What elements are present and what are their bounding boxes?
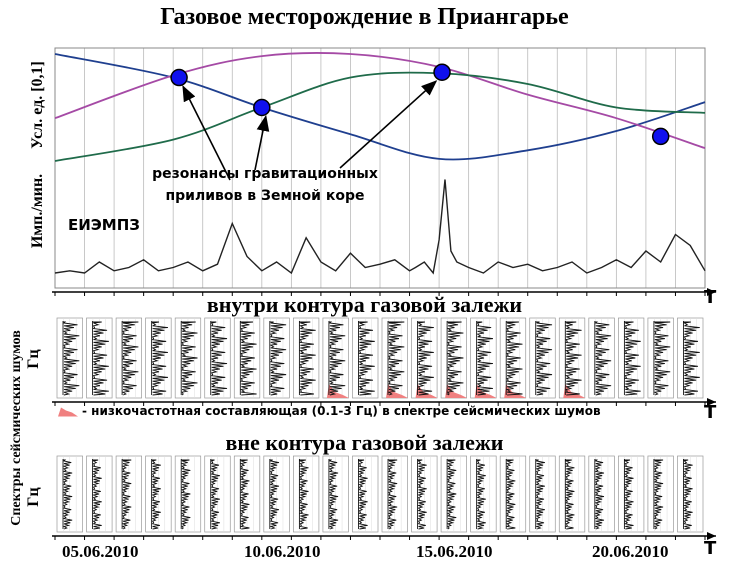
section-title-inside: внутри контура газовой залежи: [206, 292, 523, 317]
spectrum-trace: [653, 321, 671, 396]
spectrum-trace: [476, 321, 493, 396]
resonance-marker: [651, 127, 670, 146]
spectrum-trace: [180, 321, 198, 396]
time-axis-emi-arrowhead: [707, 288, 716, 296]
lowfreq-component: [445, 384, 468, 398]
emi-signal-line: [54, 179, 706, 275]
annotation-arrow: [254, 114, 270, 171]
date-label-4: 20.06.2010: [592, 542, 669, 561]
time-axis-outside-arrowhead: [707, 532, 716, 540]
spectrum-trace: [240, 321, 257, 396]
spectrum-trace: [328, 321, 346, 396]
spectrum-trace: [446, 321, 464, 396]
annotation-arrow: [182, 85, 231, 181]
spectrum-trace: [653, 459, 664, 530]
section-title-outside: вне контура газовой залежи: [225, 430, 504, 455]
legend-lowfreq-text: - низкочастотная составляющая (0.1-3 Гц)…: [82, 404, 601, 418]
y-axis-label-hz-outside: Гц: [25, 487, 42, 507]
date-label-1: 05.06.2010: [62, 542, 139, 561]
spectrum-trace: [121, 321, 139, 396]
time-axis-label-2: T: [704, 402, 717, 423]
spectrum-trace: [298, 459, 309, 530]
spectrum-trace: [682, 459, 693, 530]
spectrum-trace: [565, 321, 582, 396]
resonance-marker: [433, 63, 451, 81]
spectrum-trace: [505, 321, 523, 396]
spectrum-trace: [180, 459, 191, 530]
spectrum-trace: [623, 459, 634, 530]
spectrum-trace: [239, 459, 250, 530]
spectrum-trace: [269, 459, 280, 530]
spectrum-trace: [387, 321, 405, 396]
spectrum-trace: [535, 459, 545, 530]
spectrum-trace: [62, 459, 73, 530]
lowfreq-swatch: [58, 407, 78, 417]
time-axis-label-3: T: [704, 538, 717, 559]
spectrum-trace: [594, 459, 605, 530]
spectrum-trace: [683, 321, 700, 396]
spectrum-trace: [357, 459, 368, 530]
spectrum-trace: [446, 459, 457, 530]
y-axis-label-hz-inside: Гц: [25, 349, 42, 369]
tidal-series-green: [54, 71, 706, 162]
resonance-annotation: резонансы гравитационных приливов в Земн…: [140, 163, 390, 207]
spectrum-trace: [92, 459, 102, 530]
spectrum-trace: [535, 321, 553, 396]
date-label-2: 10.06.2010: [244, 542, 321, 561]
y-axis-label-emi: Имп./мин.: [29, 173, 46, 249]
legend-lowfreq: - низкочастотная составляющая (0.1-3 Гц)…: [58, 404, 601, 418]
spectrum-trace: [151, 321, 168, 396]
emi-label: ЕИЭМПЗ: [68, 216, 140, 234]
spectrum-trace: [328, 459, 339, 530]
spectrum-trace: [387, 459, 398, 530]
spectrum-trace: [594, 321, 612, 396]
spectrum-trace: [92, 321, 109, 396]
time-axis-label-1: T: [704, 287, 717, 308]
resonance-marker: [170, 68, 188, 87]
annotation-line-2: приливов в Земной коре: [165, 188, 365, 204]
spectrum-trace: [210, 321, 228, 396]
y-axis-label-spectra: Спектры сейсмических шумов: [9, 330, 24, 526]
resonance-marker: [253, 98, 271, 117]
spectrum-trace: [358, 321, 375, 396]
annotation-arrow: [339, 80, 438, 169]
spectrum-trace: [121, 459, 132, 530]
spectrum-trace: [417, 321, 434, 396]
plot-frame: [54, 47, 706, 289]
spectrum-trace: [476, 459, 486, 530]
spectrum-trace: [299, 321, 316, 396]
chart-title: Газовое месторождение в Приангарье: [160, 4, 569, 30]
spectrum-trace: [505, 459, 516, 530]
spectrum-trace: [564, 459, 575, 530]
spectrum-trace: [151, 459, 161, 530]
spectrum-trace: [417, 459, 427, 530]
date-label-3: 15.06.2010: [416, 542, 493, 561]
spectrum-trace: [624, 321, 641, 396]
spectrum-trace: [269, 321, 287, 396]
spectrum-trace: [210, 459, 220, 530]
time-axis-inside-arrowhead: [707, 398, 716, 406]
annotation-line-1: резонансы гравитационных: [152, 166, 378, 182]
spectrum-trace: [62, 321, 80, 396]
